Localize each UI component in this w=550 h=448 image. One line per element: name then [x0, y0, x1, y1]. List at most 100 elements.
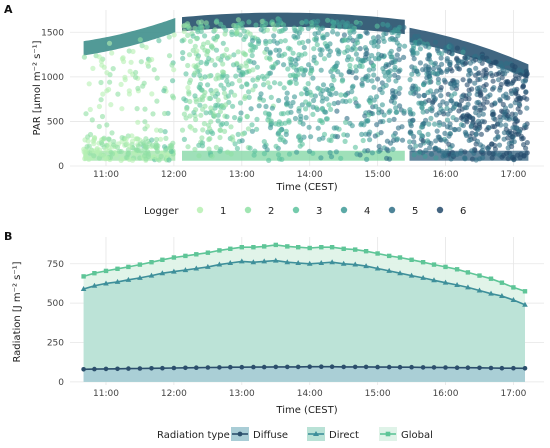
legend-key-marker-diffuse — [237, 431, 243, 437]
panel-a-point-logger-4 — [410, 45, 416, 52]
panel-a-point-logger-5 — [487, 92, 493, 98]
panel-a-point-logger-4 — [267, 125, 274, 131]
panel-b-marker-direct — [488, 290, 494, 296]
panel-a-point-logger-2 — [221, 52, 227, 58]
panel-a-point-logger-4 — [238, 110, 244, 116]
panel-a-point-logger-2 — [201, 41, 207, 47]
panel-b-marker-global — [319, 245, 324, 250]
panel-a-point-logger-5 — [334, 108, 340, 114]
panel-a-point-logger-3 — [324, 116, 330, 122]
panel-a-point-logger-2 — [179, 127, 186, 133]
panel-a-point-logger-4 — [402, 43, 408, 49]
panel-a-point-logger-6 — [523, 89, 529, 95]
panel-a-y-tick-label: 1000 — [41, 73, 64, 83]
panel-b-marker-global — [341, 246, 346, 251]
panel-a-point-logger-1 — [109, 50, 115, 56]
panel-a-point-logger-2 — [150, 111, 156, 117]
panel-b-marker-global — [420, 260, 426, 265]
panel-a-point-logger-5 — [477, 58, 483, 64]
panel-a-point-logger-5 — [416, 93, 422, 99]
panel-a-point-logger-3 — [255, 75, 261, 81]
panel-a-point-logger-6 — [515, 131, 522, 137]
panel-a-point-logger-3 — [196, 142, 202, 148]
panel-a-point-logger-6 — [454, 45, 460, 51]
panel-a-point-logger-3 — [353, 46, 359, 52]
panel-a-point-logger-5 — [407, 144, 413, 150]
panel-a-point-logger-2 — [125, 150, 131, 156]
panel-a-point-logger-3 — [212, 62, 218, 68]
panel-a-point-logger-4 — [305, 38, 311, 44]
panel-a-point-logger-2 — [243, 60, 249, 66]
panel-a-point-logger-1 — [129, 133, 135, 139]
panel-b-marker-global — [217, 248, 222, 253]
panel-a-point-logger-3 — [261, 151, 267, 157]
panel-a-point-logger-4 — [292, 115, 299, 122]
panel-a-point-logger-4 — [430, 70, 436, 76]
panel-a-point-logger-4 — [343, 22, 349, 28]
panel-a-point-logger-2 — [194, 56, 201, 62]
panel-a-point-logger-4 — [367, 129, 373, 135]
panel-b-x-tick-label: 14:00 — [297, 389, 323, 399]
panel-b-marker-direct — [386, 267, 392, 273]
panel-a-point-logger-2 — [109, 130, 115, 136]
panel-a-point-logger-1 — [122, 77, 128, 83]
panel-b-marker-global — [454, 267, 460, 272]
panel-a-point-logger-4 — [416, 150, 422, 156]
panel-a-point-logger-3 — [246, 94, 252, 100]
panel-a-point-logger-3 — [255, 36, 261, 42]
panel-a-point-logger-4 — [347, 120, 353, 126]
panel-b-marker-diffuse — [352, 364, 358, 370]
panel-a-point-logger-3 — [246, 89, 252, 95]
panel-a-point-logger-2 — [89, 117, 95, 123]
panel-a-point-logger-2 — [153, 144, 159, 150]
panel-a-point-logger-2 — [138, 148, 144, 154]
legend-label-logger-5: 5 — [412, 206, 418, 217]
panel-a-point-logger-2 — [223, 102, 229, 108]
panel-a-point-logger-4 — [433, 155, 439, 161]
panel-a-point-logger-2 — [133, 74, 139, 80]
panel-a-point-logger-5 — [411, 133, 417, 140]
panel-a-point-logger-3 — [205, 82, 211, 88]
panel-a-point-logger-4 — [350, 83, 356, 89]
panel-a-point-logger-2 — [212, 27, 218, 33]
panel-a-point-logger-4 — [288, 103, 294, 109]
panel-b-y-tick-label: 0 — [58, 378, 64, 388]
panel-a-point-logger-1 — [127, 68, 133, 74]
panel-b-marker-direct — [295, 259, 301, 265]
panel-a-point-logger-6 — [462, 61, 468, 67]
panel-a-point-logger-1 — [149, 56, 155, 63]
panel-a-point-logger-6 — [481, 105, 487, 111]
panel-a-point-logger-4 — [401, 108, 407, 114]
panel-b-marker-diffuse — [239, 364, 245, 370]
panel-a-point-logger-5 — [374, 122, 380, 128]
panel-b-marker-diffuse — [217, 365, 222, 370]
panel-a-point-logger-4 — [239, 138, 245, 144]
panel-a-point-logger-6 — [489, 102, 495, 108]
panel-b-marker-global — [160, 257, 165, 262]
panel-a-point-logger-2 — [183, 115, 189, 121]
panel-a-point-logger-2 — [84, 144, 90, 150]
panel-a-point-logger-3 — [217, 148, 223, 154]
panel-a-point-logger-2 — [158, 128, 164, 134]
panel-a-point-logger-4 — [329, 82, 335, 88]
panel-a-point-logger-4 — [306, 62, 312, 68]
panel-a-point-logger-4 — [333, 149, 339, 155]
panel-a-point-logger-1 — [91, 148, 97, 154]
panel-a-point-logger-5 — [438, 137, 444, 143]
panel-a-point-logger-3 — [252, 148, 258, 154]
panel-a-point-logger-2 — [222, 128, 228, 134]
panel-a-point-logger-3 — [296, 52, 302, 58]
panel-b-marker-diffuse — [329, 364, 335, 370]
panel-a-point-logger-6 — [464, 115, 470, 121]
panel-a-point-logger-4 — [380, 21, 386, 27]
panel-a-point-logger-4 — [308, 134, 314, 140]
panel-b-marker-diffuse — [115, 366, 120, 372]
panel-a-point-logger-5 — [436, 147, 442, 153]
panel-a-point-logger-3 — [195, 26, 201, 32]
panel-a-point-logger-3 — [263, 40, 269, 47]
panel-a-point-logger-6 — [464, 82, 470, 88]
panel-a-point-logger-5 — [442, 130, 448, 136]
panel-a-point-logger-5 — [474, 85, 481, 91]
panel-b-marker-diffuse — [183, 365, 188, 371]
panel-a-point-logger-4 — [301, 72, 307, 78]
